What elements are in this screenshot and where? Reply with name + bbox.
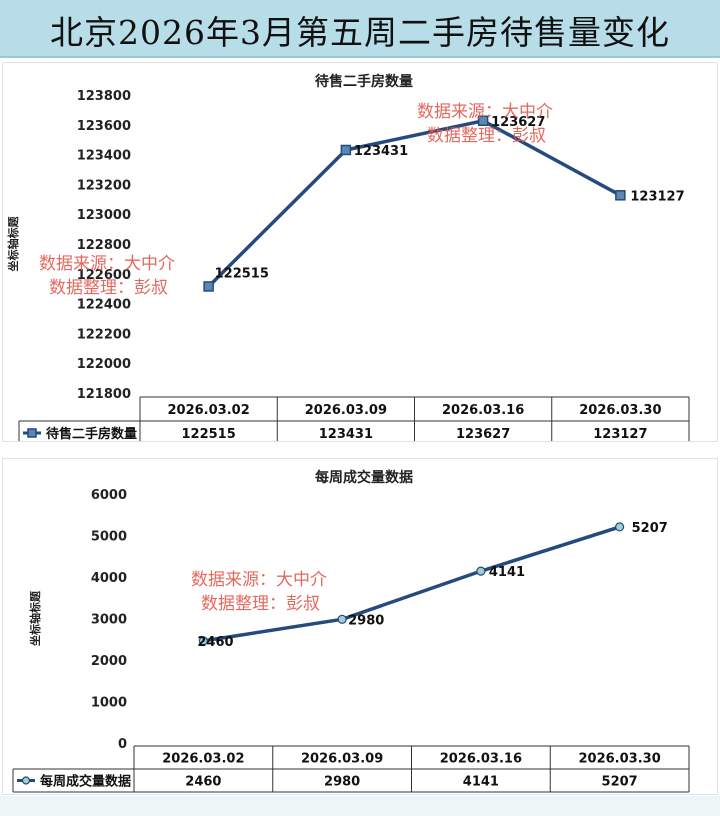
y-tick-label: 121800 bbox=[77, 387, 131, 402]
table-value-cell: 2460 bbox=[185, 775, 221, 790]
y-tick-label: 0 bbox=[118, 737, 127, 752]
table-value-cell: 5207 bbox=[602, 775, 638, 790]
watermark-source: 数据来源：大中介 bbox=[191, 570, 327, 590]
data-label: 2980 bbox=[348, 613, 384, 628]
chart-transactions: 每周成交量数据坐标轴标题0100020003000400050006000202… bbox=[12, 469, 690, 793]
table-value-cell: 4141 bbox=[463, 775, 499, 790]
data-label: 5207 bbox=[632, 521, 668, 536]
y-tick-label: 123000 bbox=[77, 208, 131, 223]
legend-key-marker bbox=[21, 776, 31, 785]
watermark-source: 数据来源：大中介 bbox=[39, 254, 175, 274]
data-point-marker bbox=[198, 636, 208, 646]
watermark-editor: 数据整理：彭叔 bbox=[49, 278, 168, 298]
y-tick-label: 123600 bbox=[77, 119, 131, 134]
y-tick-label: 6000 bbox=[91, 488, 127, 503]
chart-title: 每周成交量数据 bbox=[315, 469, 413, 486]
data-label: 123127 bbox=[630, 189, 684, 204]
y-tick-label: 2000 bbox=[91, 654, 127, 669]
table-category-cell: 2026.03.16 bbox=[442, 403, 524, 418]
y-tick-label: 4000 bbox=[91, 571, 127, 586]
data-point-marker bbox=[615, 522, 625, 532]
legend-key-marker bbox=[27, 428, 37, 438]
table-value-cell: 123127 bbox=[593, 427, 647, 441]
chart-title: 待售二手房数量 bbox=[315, 73, 413, 90]
y-tick-label: 3000 bbox=[91, 613, 127, 628]
data-label: 123627 bbox=[491, 115, 545, 130]
series-line bbox=[203, 525, 621, 643]
watermark-editor: 数据整理：彭叔 bbox=[201, 594, 320, 614]
page-title: 北京2026年3月第五周二手房待售量变化 bbox=[50, 13, 670, 52]
y-tick-label: 122600 bbox=[77, 268, 131, 283]
table-category-cell: 2026.03.30 bbox=[579, 403, 661, 418]
y-tick-label: 122400 bbox=[77, 298, 131, 313]
chart-panel-listings: 待售二手房数量 坐标轴标题 121800 122000 122200 122400 1226… bbox=[2, 62, 718, 446]
table-value-cell: 123627 bbox=[456, 427, 510, 441]
data-label: 4141 bbox=[489, 565, 525, 580]
chart-listings: 待售二手房数量坐标轴标题1218001220001222001224001226… bbox=[6, 73, 690, 446]
chart-panel-transactions: 每周成交量数据 坐标轴标题 0 1000 2000 3000 4000 5000 6000 202… bbox=[2, 458, 718, 795]
y-tick-label: 123200 bbox=[77, 178, 131, 193]
y-tick-label: 122800 bbox=[77, 238, 131, 253]
table-category-cell: 2026.03.09 bbox=[301, 752, 383, 767]
y-axis-title: 坐标轴标题 bbox=[6, 216, 20, 272]
table-value-cell: 122515 bbox=[181, 427, 235, 441]
data-point-marker bbox=[203, 281, 214, 292]
data-label: 123431 bbox=[354, 144, 408, 159]
table-category-cell: 2026.03.02 bbox=[162, 752, 244, 767]
table-value-cell: 123431 bbox=[319, 427, 373, 441]
data-label: 122515 bbox=[215, 266, 269, 281]
page-header: 北京2026年3月第五周二手房待售量变化 bbox=[0, 0, 720, 58]
data-label: 2460 bbox=[197, 635, 233, 650]
data-point-marker bbox=[615, 190, 626, 201]
y-tick-label: 123400 bbox=[77, 149, 131, 164]
y-tick-label: 5000 bbox=[91, 530, 127, 545]
table-category-cell: 2026.03.09 bbox=[305, 403, 387, 418]
table-category-cell: 2026.03.02 bbox=[168, 403, 250, 418]
y-axis-title: 坐标轴标题 bbox=[28, 590, 42, 646]
y-tick-label: 122000 bbox=[77, 357, 131, 372]
y-tick-label: 123800 bbox=[77, 89, 131, 104]
data-point-marker bbox=[477, 115, 489, 127]
table-category-cell: 2026.03.30 bbox=[579, 752, 661, 767]
table-value-cell: 2980 bbox=[324, 775, 360, 790]
bottom-band bbox=[0, 796, 720, 816]
legend-series-name: 待售二手房数量 bbox=[45, 426, 137, 441]
data-point-marker bbox=[476, 566, 486, 576]
data-point-marker bbox=[337, 614, 347, 624]
table-category-cell: 2026.03.16 bbox=[440, 752, 522, 767]
y-tick-label: 1000 bbox=[91, 696, 127, 711]
legend-series-name: 每周成交量数据 bbox=[40, 774, 131, 790]
watermark-editor: 数据整理：彭叔 bbox=[427, 126, 546, 146]
series-line bbox=[207, 119, 622, 288]
y-tick-label: 122200 bbox=[77, 327, 131, 342]
watermark-source: 数据来源：大中介 bbox=[417, 102, 553, 122]
data-point-marker bbox=[340, 144, 352, 156]
